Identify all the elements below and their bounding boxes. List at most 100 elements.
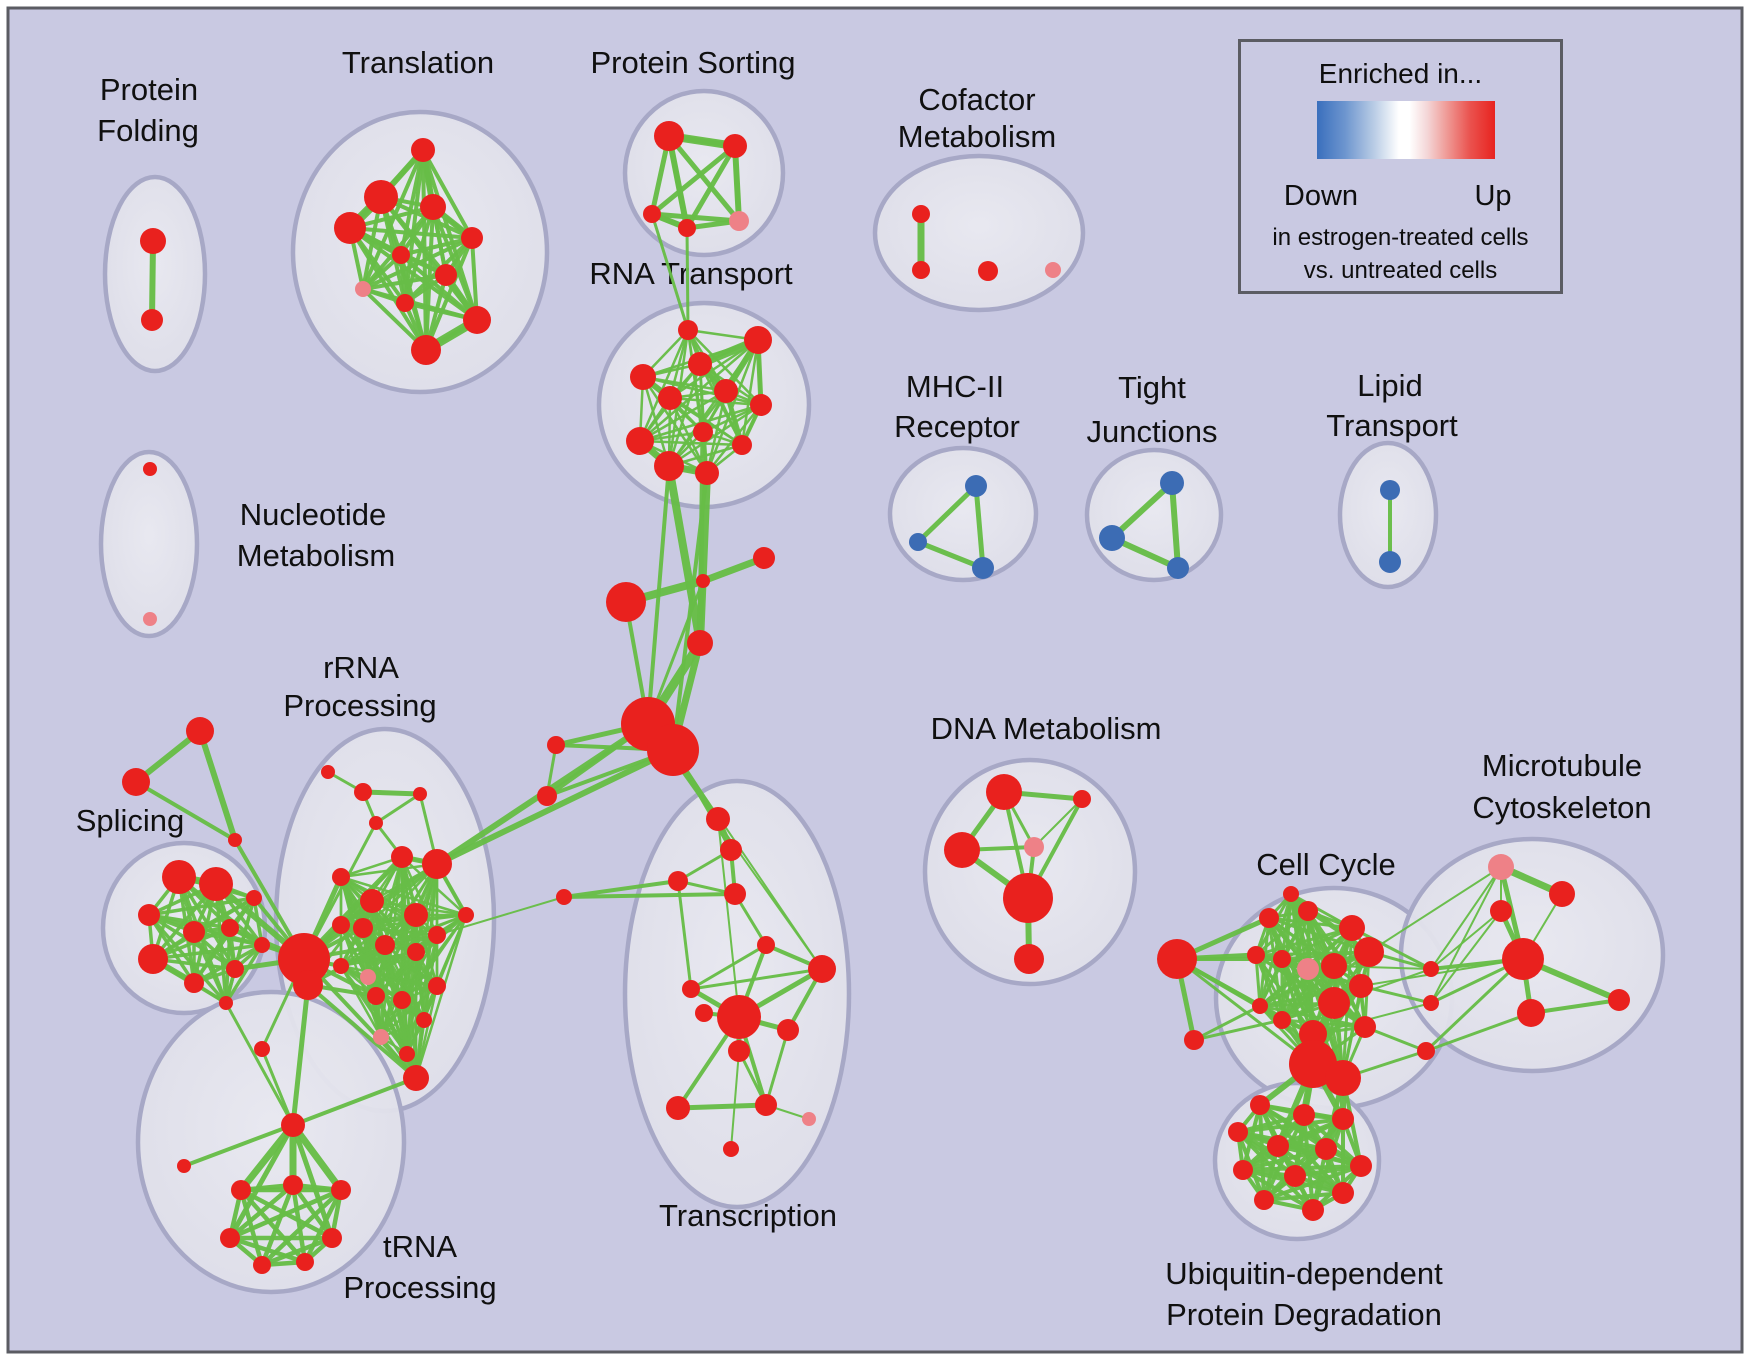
network-node [1332, 1182, 1354, 1204]
network-edge [1192, 1018, 1284, 1042]
network-node [183, 921, 205, 943]
network-node [140, 228, 166, 254]
network-node [221, 919, 239, 937]
network-edge [348, 226, 428, 352]
network-node [162, 860, 196, 894]
network-node [965, 475, 987, 497]
network-edge [641, 375, 763, 407]
network-node [283, 1175, 303, 1195]
network-edge [1280, 950, 1371, 1022]
network-edge [414, 913, 468, 1080]
network-edge [414, 950, 426, 1022]
network-node [1024, 837, 1044, 857]
network-node [630, 364, 656, 390]
network-edge [665, 462, 704, 647]
network-node [1228, 1122, 1248, 1142]
cluster-label-ubiquitin-degradation: Protein Degradation [1166, 1297, 1442, 1332]
network-node [360, 969, 376, 985]
cluster-label-microtubule-cytoskeleton: Microtubule [1482, 748, 1642, 783]
network-node [744, 326, 772, 354]
network-edge [290, 1182, 335, 1241]
network-node [1423, 995, 1439, 1011]
network-node [333, 958, 349, 974]
network-edge [1430, 910, 1502, 1004]
cluster-label-protein-sorting: Protein Sorting [590, 45, 795, 80]
cluster-label-translation: Translation [342, 45, 494, 80]
network-node [355, 281, 371, 297]
network-edge [1258, 1004, 1367, 1029]
cluster-label-mhc-ii-receptor: MHC-II [906, 369, 1004, 404]
network-edge [374, 994, 418, 1080]
network-edge [1262, 1191, 1345, 1202]
network-edge [147, 913, 228, 1005]
network-node [693, 422, 713, 442]
network-edge [1430, 910, 1502, 970]
network-node [1354, 937, 1384, 967]
network-node [1167, 557, 1189, 579]
node-layer [122, 121, 1630, 1274]
network-node [364, 180, 398, 214]
network-node [403, 1065, 429, 1091]
network-edge [668, 338, 760, 400]
network-node [556, 889, 572, 905]
network-node [413, 787, 427, 801]
network-node [393, 991, 411, 1009]
network-node [177, 1159, 191, 1173]
network-node [606, 582, 646, 622]
network-node [1073, 790, 1091, 808]
network-node [724, 883, 746, 905]
network-edge [1169, 480, 1181, 571]
network-node [354, 783, 372, 801]
network-node [435, 264, 457, 286]
network-node [1488, 854, 1514, 880]
network-node [138, 904, 160, 926]
network-node [1267, 1135, 1289, 1157]
network-node [1490, 900, 1512, 922]
cluster-label-rrna-processing: rRNA [323, 650, 399, 685]
network-node [1302, 1199, 1324, 1221]
network-node [199, 867, 233, 901]
network-node [1325, 1060, 1361, 1096]
network-edge [1289, 892, 1345, 1080]
network-node [293, 970, 323, 1000]
network-edge [650, 212, 690, 332]
network-edge [151, 943, 264, 961]
network-edge [361, 926, 439, 937]
cluster-label-nucleotide-metabolism: Metabolism [237, 538, 396, 573]
network-node [1273, 1011, 1291, 1029]
network-edge [182, 1123, 295, 1168]
network-node [972, 557, 994, 579]
network-edge [1424, 957, 1525, 1053]
network-edge [1236, 1117, 1345, 1134]
network-node [411, 335, 441, 365]
network-edge [306, 983, 418, 1080]
network-edge [1258, 892, 1293, 1008]
network-edge [302, 957, 418, 1080]
network-node [138, 944, 168, 974]
network-node [1315, 1138, 1337, 1160]
network-node [1233, 1160, 1253, 1180]
network-edge [224, 896, 256, 1005]
network-node [461, 227, 483, 249]
network-node [678, 219, 696, 237]
cluster-ellipse-tight-junctions [1084, 447, 1224, 583]
network-edge [684, 143, 738, 231]
network-edge [638, 389, 728, 443]
legend-box: Enriched in... Down Up in estrogen-treat… [1238, 39, 1563, 294]
network-edge [339, 862, 439, 968]
network-node [422, 849, 452, 879]
network-node [728, 1040, 750, 1062]
network-node [231, 1180, 251, 1200]
network-edge [732, 143, 742, 224]
network-edge [685, 226, 690, 332]
network-edge [360, 789, 423, 797]
network-edge [1424, 1011, 1533, 1053]
network-edge [689, 943, 768, 991]
network-node [1298, 901, 1318, 921]
network-node [404, 903, 428, 927]
network-node [1254, 1190, 1274, 1210]
cluster-label-splicing: Splicing [76, 803, 185, 838]
network-edge [1293, 1164, 1363, 1178]
network-edge [641, 375, 671, 468]
network-node [757, 936, 775, 954]
